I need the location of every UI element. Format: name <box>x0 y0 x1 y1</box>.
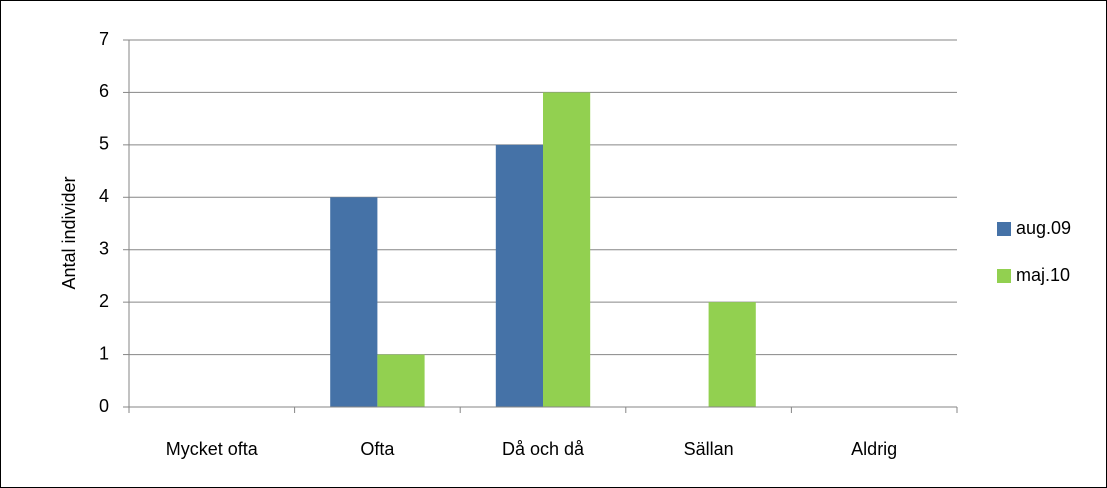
y-tick-label: 6 <box>99 81 109 101</box>
y-axis-label: Antal individer <box>59 176 79 289</box>
y-tick-label: 7 <box>99 29 109 49</box>
y-tick-label: 2 <box>99 291 109 311</box>
bar <box>377 354 425 407</box>
x-tick-label: Sällan <box>684 439 734 459</box>
bar <box>708 302 756 407</box>
legend-label: aug.09 <box>1016 218 1071 238</box>
x-tick-label: Aldrig <box>851 439 897 459</box>
bar <box>543 92 591 407</box>
y-tick-label: 4 <box>99 186 109 206</box>
legend-swatch <box>997 269 1011 283</box>
bar <box>330 197 378 407</box>
y-tick-label: 5 <box>99 134 109 154</box>
x-tick-label: Ofta <box>360 439 395 459</box>
x-tick-label: Mycket ofta <box>166 439 259 459</box>
x-tick-label: Då och då <box>502 439 585 459</box>
bar <box>495 144 543 407</box>
y-tick-label: 3 <box>99 238 109 258</box>
y-tick-label: 1 <box>99 343 109 363</box>
legend-label: maj.10 <box>1016 265 1070 285</box>
legend-swatch <box>997 222 1011 236</box>
y-tick-label: 0 <box>99 396 109 416</box>
